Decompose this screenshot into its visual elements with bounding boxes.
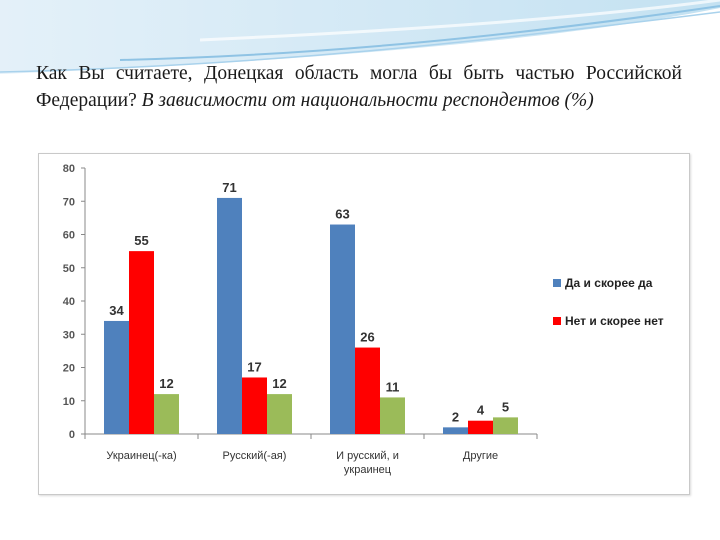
bar-chart: 0 10 20 30 40 50 60 70 80 34 55 12 Украинец(-ка) 71 17… bbox=[63, 163, 664, 476]
category-label: Украинец(-ка) bbox=[106, 450, 176, 462]
bar bbox=[267, 394, 292, 434]
category-label: И русский, и bbox=[336, 450, 399, 462]
data-label: 17 bbox=[247, 359, 261, 374]
legend-swatch bbox=[553, 279, 561, 287]
data-label: 12 bbox=[159, 376, 173, 391]
data-label: 12 bbox=[272, 376, 286, 391]
legend-label: Да и скорее да bbox=[565, 276, 653, 290]
slide-title-question: Как Вы считаете, Донецкая область могла … bbox=[36, 63, 682, 111]
y-tick-label: 10 bbox=[63, 396, 75, 408]
category-label: Русский(-ая) bbox=[223, 450, 287, 462]
data-label: 2 bbox=[452, 409, 459, 424]
data-label: 34 bbox=[109, 303, 124, 318]
y-tick-label: 40 bbox=[63, 296, 75, 308]
legend-label: Нет и скорее нет bbox=[565, 314, 664, 328]
category-label: Другие bbox=[463, 450, 498, 462]
bar bbox=[355, 347, 380, 434]
data-label: 63 bbox=[335, 207, 349, 222]
data-label: 26 bbox=[360, 330, 374, 345]
data-label: 5 bbox=[502, 399, 509, 414]
y-tick-label: 80 bbox=[63, 163, 75, 175]
y-tick-label: 20 bbox=[63, 363, 75, 375]
bar bbox=[380, 397, 405, 434]
slide-title-subtitle: В зависимости от национальности респонде… bbox=[141, 90, 594, 111]
bar bbox=[154, 394, 179, 434]
bar bbox=[217, 197, 242, 434]
data-label: 55 bbox=[134, 233, 148, 248]
bar bbox=[493, 417, 518, 434]
y-tick-label: 50 bbox=[63, 263, 75, 275]
data-label: 71 bbox=[222, 180, 236, 195]
y-tick-label: 60 bbox=[63, 230, 75, 242]
bar bbox=[129, 251, 154, 434]
slide-title: Как Вы считаете, Донецкая область могла … bbox=[36, 60, 682, 114]
category-label: украинец bbox=[344, 464, 392, 476]
legend-swatch bbox=[553, 317, 561, 325]
y-tick-label: 0 bbox=[69, 429, 75, 441]
slide-header-decoration bbox=[0, 0, 720, 74]
bar bbox=[443, 427, 468, 434]
y-tick-label: 30 bbox=[63, 329, 75, 341]
bar bbox=[104, 320, 129, 434]
bar bbox=[242, 377, 267, 434]
bar bbox=[468, 420, 493, 434]
bar bbox=[330, 224, 355, 434]
data-label: 4 bbox=[477, 403, 485, 418]
y-tick-label: 70 bbox=[63, 196, 75, 208]
data-label: 11 bbox=[386, 379, 400, 394]
chart-frame: 0 10 20 30 40 50 60 70 80 34 55 12 Украинец(-ка) 71 17… bbox=[38, 153, 690, 495]
